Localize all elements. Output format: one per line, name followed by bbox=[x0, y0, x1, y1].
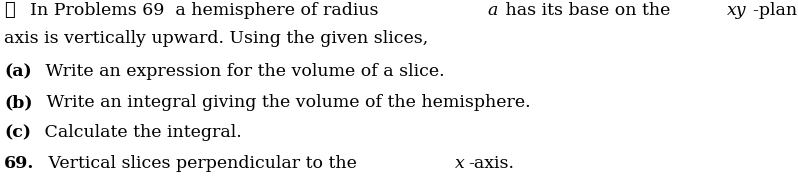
Text: xy: xy bbox=[728, 2, 747, 19]
Text: ✓: ✓ bbox=[4, 1, 14, 19]
Text: (a): (a) bbox=[4, 63, 32, 80]
Text: In Problems 69  a hemisphere of radius: In Problems 69 a hemisphere of radius bbox=[30, 2, 385, 19]
Text: has its base on the: has its base on the bbox=[500, 2, 677, 19]
Text: Write an expression for the volume of a slice.: Write an expression for the volume of a … bbox=[40, 63, 444, 80]
Text: 69.: 69. bbox=[4, 155, 34, 172]
Text: axis is vertically upward. Using the given slices,: axis is vertically upward. Using the giv… bbox=[4, 30, 429, 47]
Text: -axis.: -axis. bbox=[468, 155, 514, 172]
Text: Write an integral giving the volume of the hemisphere.: Write an integral giving the volume of t… bbox=[41, 94, 531, 111]
Text: x: x bbox=[456, 155, 465, 172]
Text: a: a bbox=[487, 2, 497, 19]
Text: (c): (c) bbox=[4, 124, 31, 141]
Text: Vertical slices perpendicular to the: Vertical slices perpendicular to the bbox=[43, 155, 362, 172]
Text: -plane, centered at the origin; the: -plane, centered at the origin; the bbox=[753, 2, 798, 19]
Text: (b): (b) bbox=[4, 94, 33, 111]
Text: Calculate the integral.: Calculate the integral. bbox=[39, 124, 242, 141]
